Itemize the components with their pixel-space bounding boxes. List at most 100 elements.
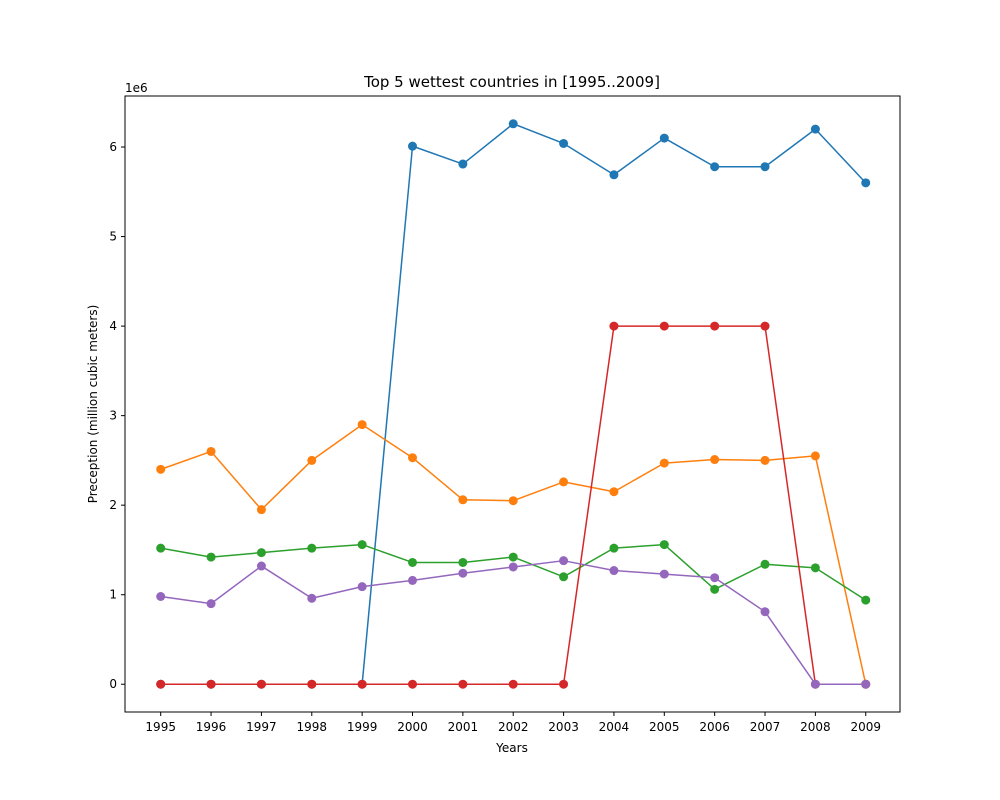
data-point <box>508 679 518 689</box>
data-point <box>609 566 619 576</box>
data-point <box>760 321 770 331</box>
x-tick-label: 2001 <box>448 720 479 734</box>
chart-title: Top 5 wettest countries in [1995..2009] <box>363 73 660 91</box>
data-point <box>710 573 720 583</box>
x-tick-label: 1995 <box>145 720 176 734</box>
data-point <box>156 543 166 553</box>
x-tick-label: 2007 <box>750 720 781 734</box>
data-point <box>760 162 770 172</box>
data-point <box>609 543 619 553</box>
data-point <box>861 679 871 689</box>
series-1 <box>156 119 871 689</box>
x-tick-label: 2002 <box>498 720 529 734</box>
data-point <box>609 170 619 180</box>
data-point <box>810 124 820 134</box>
data-point <box>508 562 518 572</box>
series-3 <box>156 540 871 605</box>
y-axis-offset-label: 1e6 <box>125 81 148 95</box>
data-point <box>256 679 266 689</box>
y-tick-label: 2 <box>109 498 117 512</box>
data-point <box>659 569 669 579</box>
series-line <box>160 559 866 685</box>
data-point <box>206 679 216 689</box>
data-point <box>508 119 518 129</box>
data-point <box>458 557 468 567</box>
data-point <box>760 455 770 465</box>
data-point <box>659 458 669 468</box>
data-point <box>760 559 770 569</box>
data-point <box>408 141 417 151</box>
data-point <box>559 477 569 487</box>
y-tick-label: 4 <box>109 319 117 333</box>
x-tick-label: 2009 <box>850 720 881 734</box>
data-point <box>508 552 518 562</box>
data-point <box>408 679 417 689</box>
x-tick-label: 1999 <box>347 720 378 734</box>
x-tick-label: 2004 <box>599 720 630 734</box>
series-2 <box>156 420 871 689</box>
plot-area-frame <box>124 95 901 713</box>
data-point <box>861 178 871 188</box>
data-point <box>609 487 619 497</box>
data-point <box>357 679 367 689</box>
data-point <box>458 679 468 689</box>
data-point <box>156 679 166 689</box>
data-point <box>861 595 871 605</box>
x-tick-label: 1997 <box>246 720 277 734</box>
x-axis: 1995 1996 1997 1998 1999 2000 2001 2002 2003 2004… <box>145 712 881 734</box>
data-point <box>408 557 417 567</box>
data-point <box>256 548 266 558</box>
data-point <box>206 599 216 609</box>
x-tick-label: 2005 <box>649 720 680 734</box>
data-point <box>810 679 820 689</box>
data-point <box>307 455 317 465</box>
series-5 <box>156 556 871 689</box>
data-point <box>458 495 468 505</box>
data-point <box>156 464 166 474</box>
y-axis: 0 1 2 3 4 5 6 <box>109 140 125 691</box>
data-point <box>357 582 367 592</box>
data-point <box>458 568 468 578</box>
data-point <box>256 505 266 515</box>
data-point <box>559 572 569 582</box>
data-point <box>659 540 669 550</box>
x-tick-label: 2006 <box>699 720 730 734</box>
y-axis-label: Preception (million cubic meters) <box>86 305 100 504</box>
data-point <box>307 543 317 553</box>
data-point <box>760 607 770 617</box>
y-tick-label: 1 <box>109 588 117 602</box>
data-point <box>307 593 317 603</box>
data-point <box>810 563 820 573</box>
y-tick-label: 3 <box>109 409 117 423</box>
x-tick-label: 2000 <box>397 720 428 734</box>
y-tick-label: 5 <box>109 230 117 244</box>
x-axis-label: Years <box>495 741 528 755</box>
data-point <box>710 455 720 465</box>
data-point <box>307 679 317 689</box>
data-point <box>408 575 417 585</box>
data-point <box>206 446 216 456</box>
data-point <box>810 451 820 461</box>
data-point <box>710 584 720 594</box>
data-point <box>357 540 367 550</box>
data-point <box>408 453 417 463</box>
data-point <box>559 138 569 148</box>
data-point <box>256 561 266 571</box>
series-layer <box>156 119 871 689</box>
data-point <box>559 679 569 689</box>
data-point <box>659 321 669 331</box>
x-tick-label: 1998 <box>297 720 328 734</box>
data-point <box>710 321 720 331</box>
data-point <box>609 321 619 331</box>
data-point <box>357 420 367 430</box>
x-tick-label: 1996 <box>196 720 227 734</box>
data-point <box>458 159 468 169</box>
data-point <box>659 133 669 143</box>
data-point <box>156 592 166 601</box>
y-tick-label: 0 <box>109 677 117 691</box>
x-tick-label: 2008 <box>800 720 831 734</box>
data-point <box>508 496 518 506</box>
series-line <box>160 123 867 685</box>
y-tick-label: 6 <box>109 140 117 154</box>
